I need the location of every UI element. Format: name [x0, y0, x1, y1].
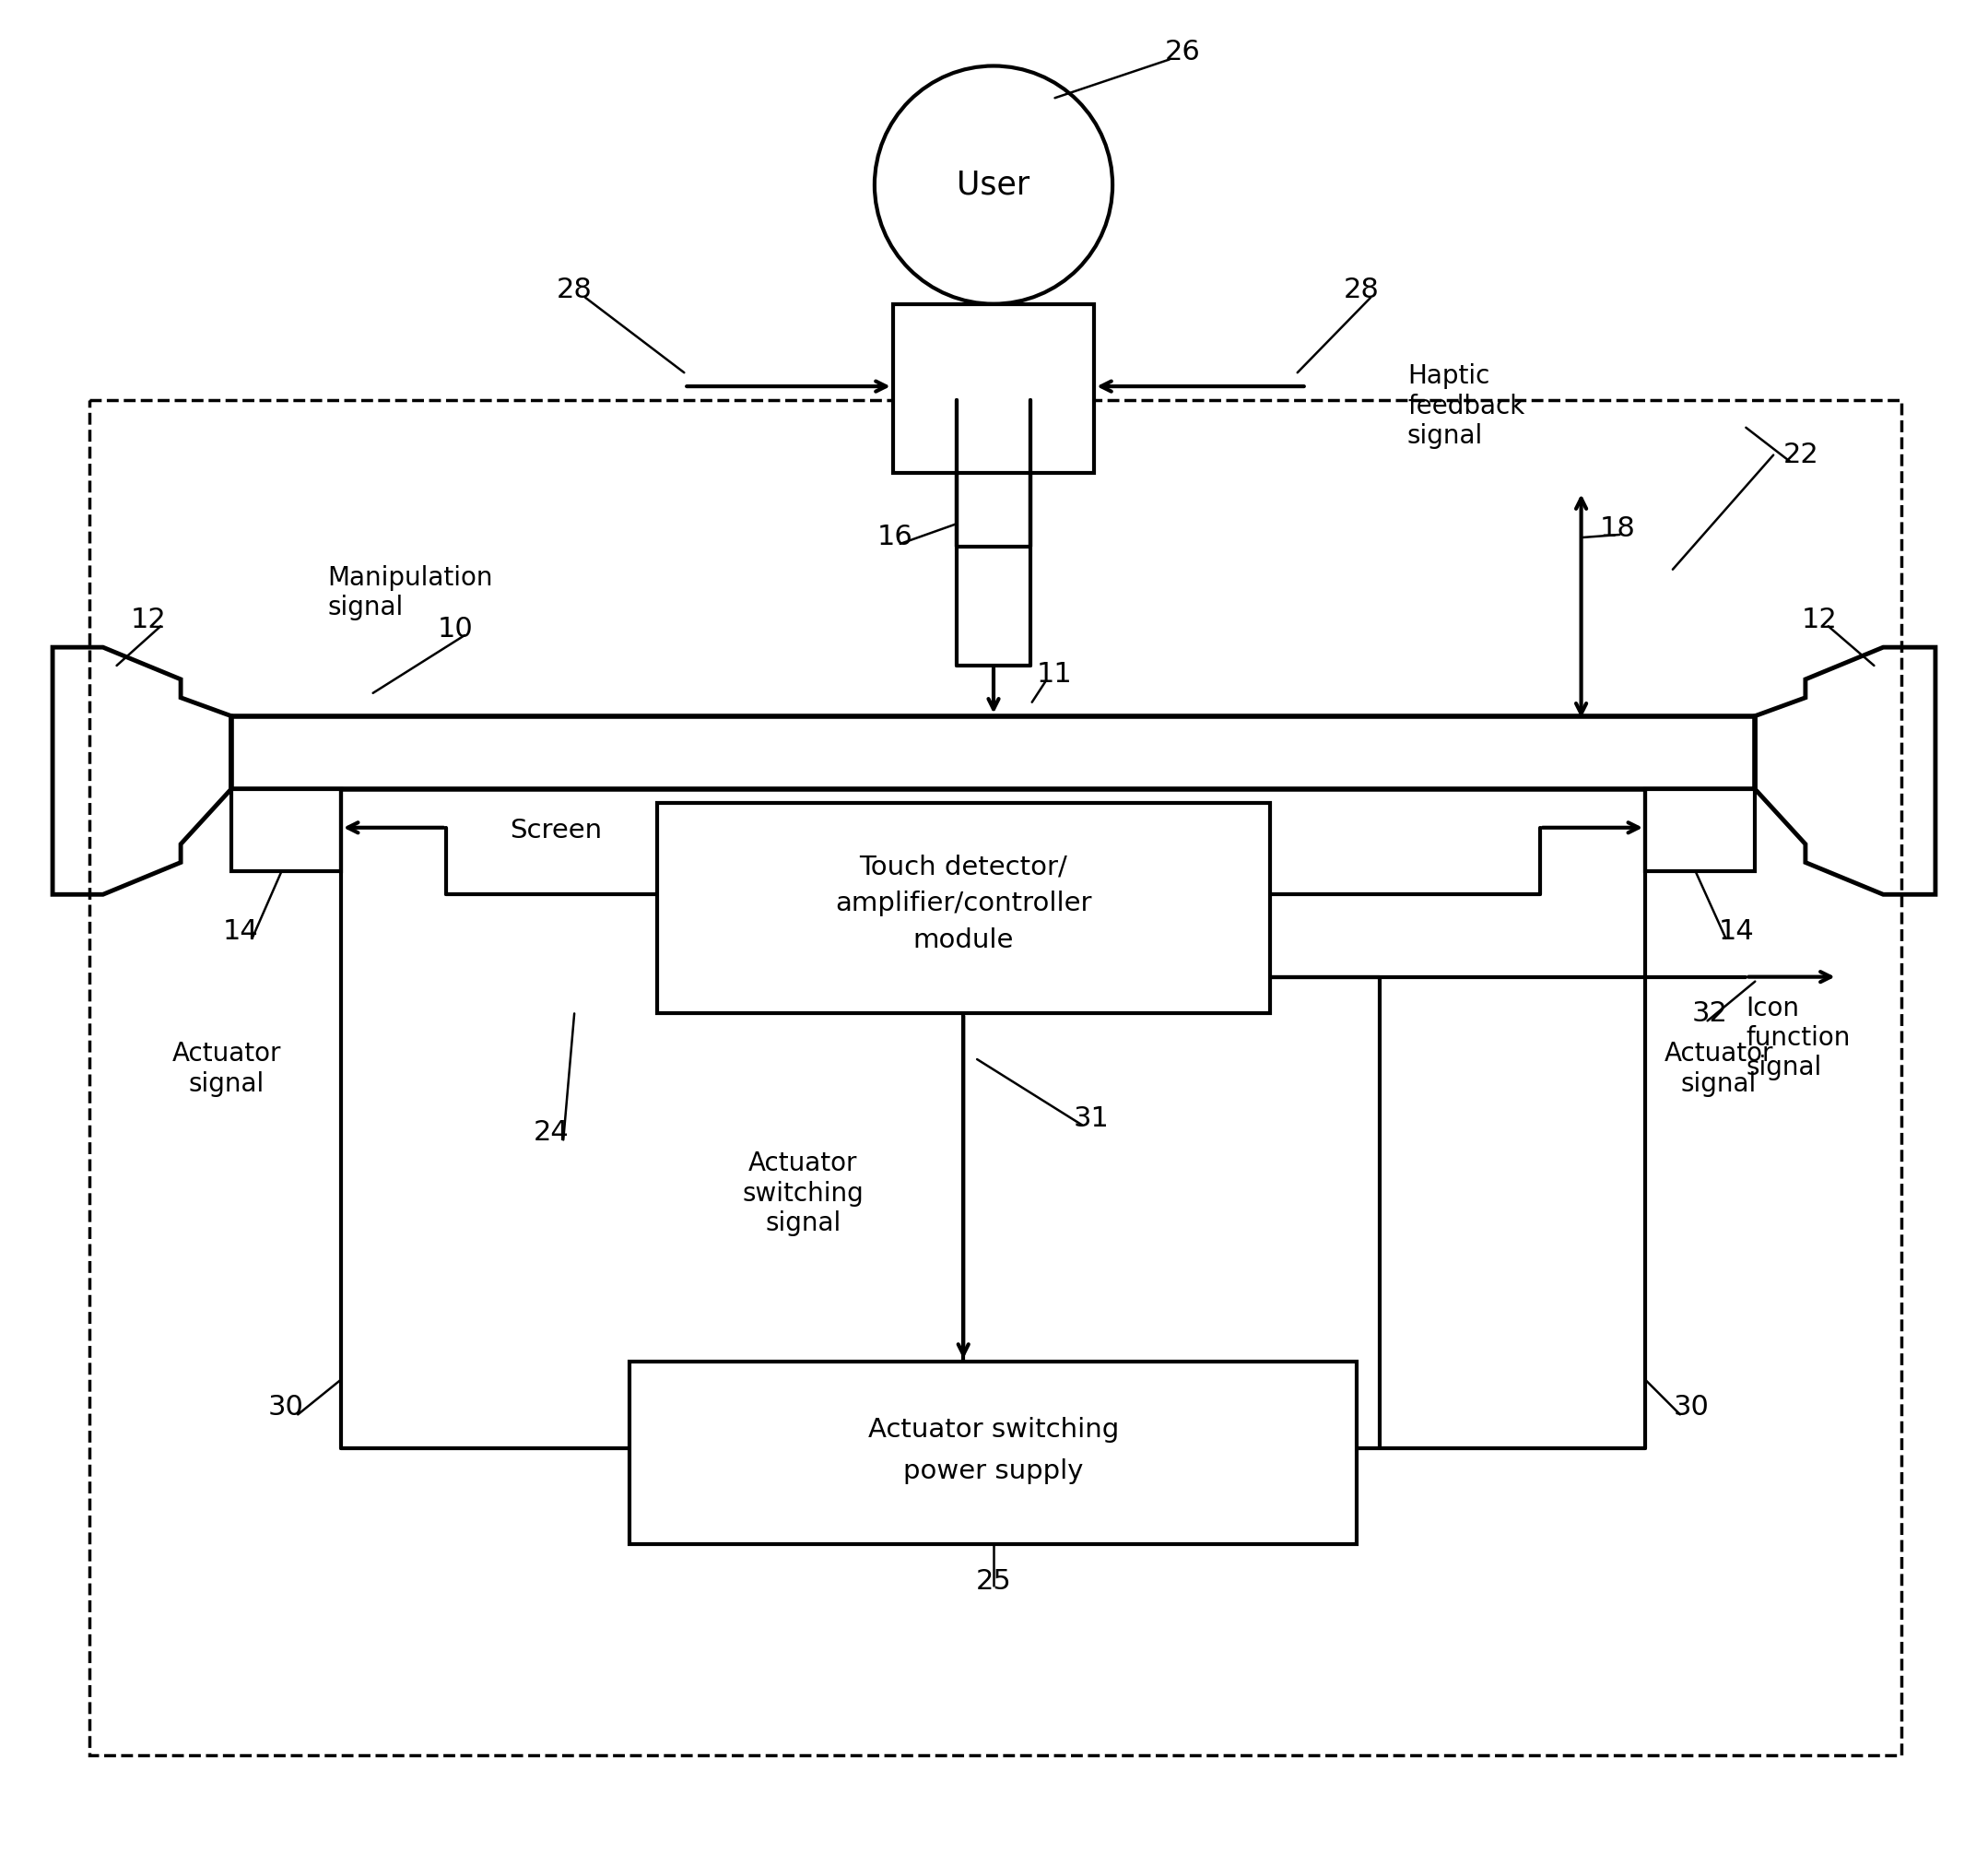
Bar [893, 304, 1093, 473]
Text: 30: 30 [268, 1394, 304, 1420]
Text: Actuator
signal: Actuator signal [1664, 1040, 1773, 1096]
Bar [231, 716, 1755, 788]
Text: 28: 28 [557, 278, 592, 304]
Text: module: module [912, 926, 1014, 953]
Bar [231, 788, 340, 872]
Text: amplifier/controller: amplifier/controller [835, 891, 1091, 917]
Text: Manipulation
signal: Manipulation signal [328, 565, 493, 621]
Text: 14: 14 [1720, 917, 1755, 945]
Text: 25: 25 [976, 1568, 1012, 1594]
Text: Actuator switching: Actuator switching [869, 1417, 1119, 1443]
Bar [89, 401, 1903, 1756]
Text: Actuator
switching
signal: Actuator switching signal [742, 1150, 865, 1236]
Text: 16: 16 [877, 524, 912, 550]
Text: Touch detector/: Touch detector/ [859, 854, 1068, 880]
Text: Screen: Screen [509, 818, 602, 843]
Text: Icon
function
signal: Icon function signal [1745, 995, 1851, 1081]
Text: 18: 18 [1600, 514, 1636, 542]
Bar [656, 803, 1270, 1014]
Text: 22: 22 [1783, 442, 1819, 468]
Text: power supply: power supply [903, 1458, 1083, 1484]
Text: 12: 12 [1801, 606, 1837, 634]
Text: User: User [956, 170, 1030, 201]
Text: Actuator
signal: Actuator signal [171, 1040, 280, 1096]
Text: 10: 10 [437, 615, 473, 643]
Text: 31: 31 [1074, 1105, 1109, 1131]
Text: 12: 12 [131, 606, 167, 634]
Bar [630, 1361, 1358, 1545]
Text: 26: 26 [1165, 39, 1201, 65]
Text: 28: 28 [1344, 278, 1380, 304]
Text: 11: 11 [1038, 662, 1074, 688]
Text: 30: 30 [1674, 1394, 1710, 1420]
Text: 32: 32 [1692, 1001, 1728, 1027]
Text: 24: 24 [533, 1118, 569, 1146]
Bar [1646, 788, 1755, 872]
Text: Haptic
feedback
signal: Haptic feedback signal [1408, 363, 1525, 449]
Text: 14: 14 [223, 917, 258, 945]
